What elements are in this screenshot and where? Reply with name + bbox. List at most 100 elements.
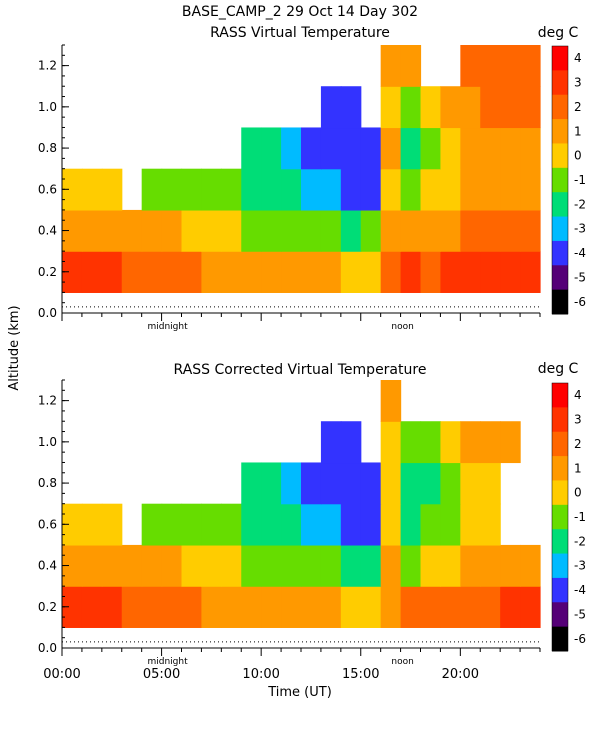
data-cell <box>221 544 242 587</box>
data-cell <box>440 462 461 505</box>
y-tick-label: 0.4 <box>38 224 57 238</box>
colorbar-swatch <box>552 577 568 603</box>
data-cell <box>181 544 203 587</box>
data-cell <box>380 503 402 546</box>
data-cell <box>480 168 501 211</box>
data-cell <box>62 251 83 293</box>
colorbar-swatch <box>552 192 568 218</box>
data-cell <box>400 168 422 211</box>
x-tick-label: 00:00 <box>43 667 80 682</box>
data-cell <box>400 503 422 546</box>
data-cell <box>161 168 183 211</box>
data-cell <box>420 209 442 252</box>
data-cell <box>400 462 422 505</box>
data-cell <box>81 503 103 546</box>
data-cell <box>440 503 461 546</box>
data-cell <box>81 586 103 628</box>
data-cell <box>420 586 442 628</box>
data-cell <box>281 462 302 505</box>
data-cell <box>460 586 481 628</box>
data-cell <box>380 421 402 464</box>
data-cell <box>480 503 501 546</box>
data-cell <box>460 209 481 252</box>
data-cell <box>241 127 262 170</box>
colorbar-swatch <box>552 46 568 71</box>
time-marker-label: noon <box>391 657 413 667</box>
data-cell <box>340 544 362 587</box>
data-cell <box>460 544 481 587</box>
data-cell <box>380 251 402 293</box>
colorbar-swatch <box>552 167 568 193</box>
colorbar-label: -2 <box>574 197 586 211</box>
data-cell <box>261 127 282 170</box>
data-cell <box>480 86 501 129</box>
data-cell <box>520 209 541 252</box>
data-cell <box>101 544 123 587</box>
colorbar-unit-top: deg C <box>538 25 579 41</box>
data-cell <box>281 544 302 587</box>
data-cell <box>480 45 501 87</box>
data-cell <box>301 209 322 252</box>
data-cell <box>161 209 183 252</box>
data-cell <box>340 127 362 170</box>
data-cell <box>400 586 422 628</box>
data-cell <box>81 251 103 293</box>
y-tick-label: 0.4 <box>38 559 57 573</box>
data-cell <box>121 209 143 252</box>
data-cell <box>320 127 342 170</box>
data-cell <box>460 503 481 546</box>
y-tick-label: 1.0 <box>38 435 57 449</box>
colorbar-label: -1 <box>574 173 586 187</box>
colorbar-top: 4 3 2 1 0 -1 -2 -3 -4 -5 -6 <box>551 45 586 315</box>
data-cell <box>81 168 103 211</box>
colorbar-swatch <box>552 626 568 652</box>
colorbar-frame <box>551 45 569 315</box>
colorbar-swatch <box>552 529 568 555</box>
colorbar-label: -6 <box>574 295 586 309</box>
data-cell <box>460 462 481 505</box>
data-cell <box>360 544 382 587</box>
data-cell <box>261 209 282 252</box>
data-cell <box>400 209 422 252</box>
data-cell <box>380 209 402 252</box>
data-cell <box>320 544 342 587</box>
data-cell <box>281 168 302 211</box>
colorbar-label: 3 <box>574 413 582 427</box>
data-cell <box>380 544 402 587</box>
data-cell <box>141 209 163 252</box>
colorbar-swatch <box>552 265 568 291</box>
data-cell <box>520 45 541 87</box>
data-cell <box>141 544 163 587</box>
data-cell <box>121 544 143 587</box>
data-cell <box>420 86 442 129</box>
data-cell <box>400 421 422 464</box>
time-marker-label: midnight <box>147 322 188 332</box>
data-cell <box>141 503 163 546</box>
data-cell <box>340 503 362 546</box>
data-cell <box>500 544 521 587</box>
colorbar-swatch <box>552 289 568 315</box>
data-cell <box>320 421 342 464</box>
data-cell <box>181 503 203 546</box>
data-cell <box>420 168 442 211</box>
colorbar-label: -5 <box>574 607 586 621</box>
data-cell <box>360 503 382 546</box>
data-cell <box>480 544 501 587</box>
data-cell <box>161 503 183 546</box>
data-cell <box>261 544 282 587</box>
colorbar-label: -1 <box>574 510 586 524</box>
data-cell <box>400 544 422 587</box>
plot-top: 0.0 0.2 0.4 0.6 0.8 1.0 1.2 midnight noon <box>38 44 541 332</box>
data-cell <box>440 251 461 293</box>
data-cell <box>420 421 442 464</box>
data-cell <box>380 127 402 170</box>
data-cell <box>161 544 183 587</box>
data-cell <box>440 421 461 464</box>
data-cell <box>201 503 222 546</box>
y-tick-label: 0.2 <box>38 265 57 279</box>
colorbar-label: -4 <box>574 583 586 597</box>
y-axis-label: Altitude (km) <box>7 305 22 390</box>
data-cell <box>261 462 282 505</box>
data-cell <box>241 586 262 628</box>
data-cell <box>520 127 541 170</box>
